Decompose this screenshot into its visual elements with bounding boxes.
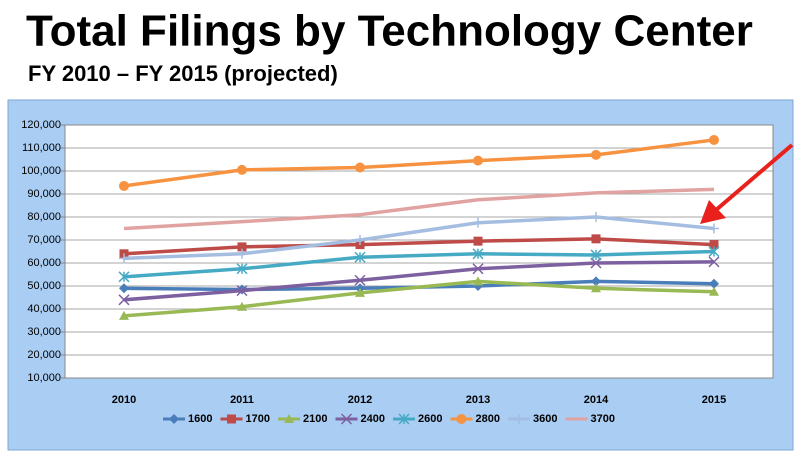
data-point bbox=[473, 217, 483, 228]
y-tick-label: 100,000 bbox=[21, 165, 61, 177]
series-line bbox=[123, 237, 715, 256]
data-point bbox=[354, 274, 366, 286]
y-tick-label: 40,000 bbox=[27, 303, 61, 315]
data-point bbox=[118, 294, 130, 306]
series-line bbox=[123, 215, 715, 261]
data-point bbox=[709, 286, 719, 296]
legend-marker bbox=[514, 414, 524, 424]
y-tick-label: 20,000 bbox=[27, 349, 61, 361]
chart-subtitle: FY 2010 – FY 2015 (projected) bbox=[28, 61, 338, 86]
y-tick-label: 90,000 bbox=[27, 188, 61, 200]
y-tick-label: 110,000 bbox=[22, 142, 61, 154]
data-point bbox=[119, 283, 129, 294]
legend-marker bbox=[398, 413, 410, 425]
series-line bbox=[123, 260, 715, 302]
data-point bbox=[591, 283, 601, 293]
y-tick-label: 80,000 bbox=[27, 211, 61, 223]
x-tick-label: 2012 bbox=[348, 394, 372, 406]
y-tick-label: 120,000 bbox=[21, 119, 61, 131]
legend-label: 2400 bbox=[361, 413, 385, 425]
data-point bbox=[590, 257, 602, 269]
legend-label: 2600 bbox=[418, 413, 442, 425]
data-point bbox=[591, 234, 601, 244]
data-point bbox=[354, 251, 366, 263]
data-point bbox=[236, 285, 248, 297]
data-point bbox=[355, 287, 365, 297]
data-point bbox=[472, 248, 484, 260]
series-line bbox=[123, 249, 715, 279]
y-tick-label: 10,000 bbox=[27, 372, 61, 384]
data-point bbox=[355, 162, 365, 173]
data-point bbox=[591, 212, 601, 222]
data-point bbox=[473, 236, 483, 246]
data-point bbox=[119, 253, 129, 264]
chart-title: Total Filings by Technology Center bbox=[26, 7, 753, 56]
x-tick-label: 2011 bbox=[230, 394, 254, 406]
legend-label: 3700 bbox=[591, 413, 615, 425]
legend-marker bbox=[169, 414, 179, 424]
data-point bbox=[119, 180, 129, 191]
x-tick-label: 2010 bbox=[112, 394, 136, 406]
data-point bbox=[237, 248, 247, 259]
legend-marker bbox=[456, 414, 467, 424]
data-point bbox=[473, 276, 483, 286]
legend-marker bbox=[284, 414, 294, 423]
series-line bbox=[123, 279, 715, 318]
legend-marker bbox=[340, 413, 353, 425]
data-point bbox=[709, 278, 719, 289]
legend-marker bbox=[227, 414, 236, 424]
x-tick-label: 2014 bbox=[584, 394, 609, 406]
y-tick-label: 30,000 bbox=[27, 326, 61, 338]
x-tick-label: 2015 bbox=[702, 394, 726, 406]
data-point bbox=[472, 263, 484, 275]
legend-label: 1700 bbox=[246, 413, 270, 425]
arrow-shaft bbox=[714, 143, 794, 212]
data-point bbox=[709, 240, 719, 250]
data-point bbox=[709, 223, 719, 234]
series-line bbox=[123, 138, 715, 188]
data-point bbox=[237, 242, 247, 252]
data-point bbox=[236, 263, 248, 275]
data-point bbox=[708, 245, 720, 258]
data-point bbox=[591, 149, 601, 160]
legend-label: 3600 bbox=[533, 413, 557, 425]
data-point bbox=[709, 134, 719, 145]
legend-label: 2100 bbox=[303, 413, 327, 425]
legend-label: 1600 bbox=[188, 413, 212, 425]
x-tick-label: 2013 bbox=[466, 394, 490, 406]
data-point bbox=[473, 155, 483, 166]
y-tick-label: 50,000 bbox=[27, 280, 61, 292]
data-point bbox=[237, 301, 247, 311]
data-point bbox=[591, 276, 601, 287]
data-point bbox=[237, 164, 247, 175]
arrow-head bbox=[700, 200, 726, 224]
plot-layer: 10,000 20,000 30,000 40,000 50,000 60,000 70,0… bbox=[21, 119, 773, 425]
data-point bbox=[355, 235, 365, 245]
data-point bbox=[708, 256, 720, 268]
series-line bbox=[123, 187, 715, 231]
data-point bbox=[590, 249, 602, 261]
y-tick-label: 70,000 bbox=[27, 234, 61, 246]
data-point bbox=[118, 271, 130, 283]
data-point bbox=[119, 310, 129, 320]
legend-label: 2800 bbox=[476, 413, 500, 425]
y-tick-label: 60,000 bbox=[27, 257, 61, 269]
